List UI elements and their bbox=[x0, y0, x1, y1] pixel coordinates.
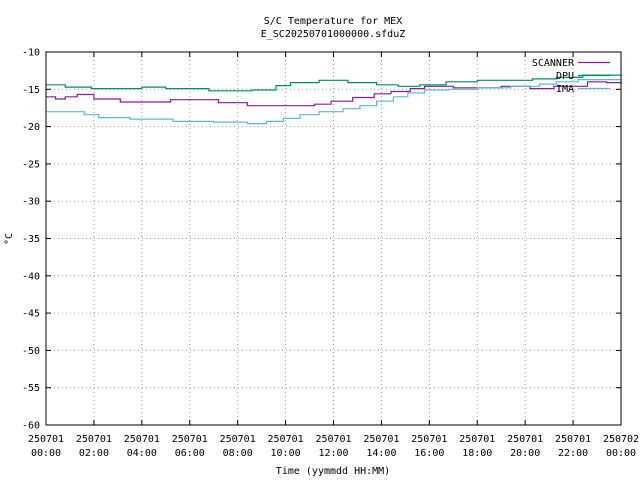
x-tick-label-date: 250701 bbox=[459, 434, 495, 445]
y-tick-label: -15 bbox=[22, 85, 40, 96]
x-tick-label-date: 250701 bbox=[315, 434, 351, 445]
x-tick-label-date: 250701 bbox=[76, 434, 112, 445]
legend: SCANNER DPU IMA bbox=[532, 58, 610, 95]
y-tick-label: -10 bbox=[22, 48, 40, 59]
legend-label-dpu: DPU bbox=[556, 71, 574, 82]
x-tick-label-time: 16:00 bbox=[414, 448, 444, 459]
legend-label-scanner: SCANNER bbox=[532, 58, 575, 69]
x-axis-ticks: 250701 00:00 250701 02:00 250701 04:00 250701 0… bbox=[28, 52, 639, 459]
x-tick-label-date: 250702 bbox=[603, 434, 639, 445]
x-tick-label-time: 12:00 bbox=[318, 448, 348, 459]
x-tick-label-time: 04:00 bbox=[127, 448, 157, 459]
x-tick-label-date: 250701 bbox=[363, 434, 399, 445]
x-tick-label-date: 250701 bbox=[124, 434, 160, 445]
x-tick-label-time: 00:00 bbox=[31, 448, 61, 459]
x-tick-label-time: 10:00 bbox=[271, 448, 301, 459]
x-tick-label-date: 250701 bbox=[220, 434, 256, 445]
x-tick-label-time: 18:00 bbox=[462, 448, 492, 459]
series-line-ima bbox=[46, 79, 622, 125]
y-tick-label: -20 bbox=[22, 122, 40, 133]
y-tick-label: -60 bbox=[22, 421, 40, 432]
y-tick-label: -50 bbox=[22, 346, 40, 357]
y-tick-label: -40 bbox=[22, 271, 40, 282]
chart-title: S/C Temperature for MEX bbox=[264, 16, 402, 27]
x-axis-label: Time (yymmdd HH:MM) bbox=[276, 466, 390, 477]
series-layer bbox=[46, 74, 622, 125]
series-line-scanner bbox=[46, 81, 622, 107]
y-tick-label: -55 bbox=[22, 383, 40, 394]
series-line-dpu bbox=[46, 74, 622, 92]
x-tick-label-date: 250701 bbox=[555, 434, 591, 445]
legend-label-ima: IMA bbox=[556, 84, 574, 95]
x-tick-label-date: 250701 bbox=[507, 434, 543, 445]
chart-subtitle: E_SC20250701000000.sfduZ bbox=[261, 29, 406, 40]
y-tick-label: -45 bbox=[22, 309, 40, 320]
y-tick-label: -25 bbox=[22, 159, 40, 170]
x-tick-label-date: 250701 bbox=[28, 434, 64, 445]
x-tick-label-time: 00:00 bbox=[606, 448, 636, 459]
x-tick-label-date: 250701 bbox=[411, 434, 447, 445]
x-tick-label-time: 06:00 bbox=[175, 448, 205, 459]
y-tick-label: -30 bbox=[22, 197, 40, 208]
x-tick-label-time: 02:00 bbox=[79, 448, 109, 459]
x-tick-label-time: 22:00 bbox=[558, 448, 588, 459]
x-tick-label-time: 20:00 bbox=[510, 448, 540, 459]
x-tick-label-date: 250701 bbox=[268, 434, 304, 445]
x-tick-label-time: 08:00 bbox=[223, 448, 253, 459]
y-tick-label: -35 bbox=[22, 234, 40, 245]
y-axis-ticks: -10 -15 -20 -25 -30 -35 -40 -45 -50 -55 -60 bbox=[22, 48, 621, 432]
y-axis-label: °C bbox=[4, 233, 15, 245]
x-tick-label-time: 14:00 bbox=[366, 448, 396, 459]
x-tick-label-date: 250701 bbox=[172, 434, 208, 445]
